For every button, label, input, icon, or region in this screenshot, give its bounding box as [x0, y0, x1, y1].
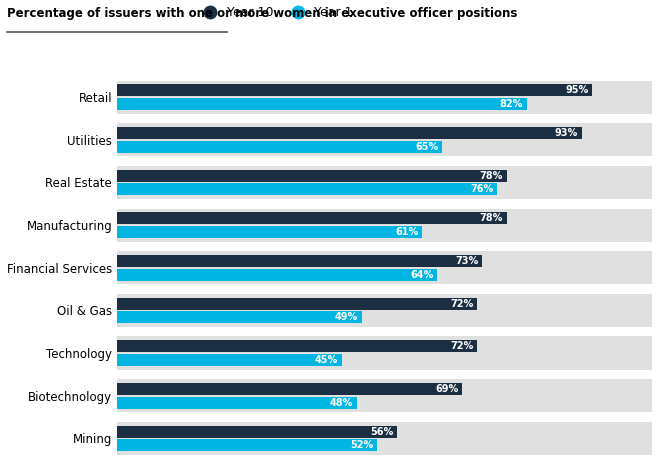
Bar	[117, 379, 652, 412]
Text: 72%: 72%	[450, 341, 473, 351]
Bar	[117, 354, 342, 366]
Text: 45%: 45%	[315, 355, 338, 365]
Bar	[117, 251, 652, 284]
Bar	[117, 183, 497, 195]
Text: 78%: 78%	[480, 213, 503, 223]
Text: 93%: 93%	[555, 128, 578, 138]
Text: 49%: 49%	[335, 312, 358, 322]
Bar	[117, 255, 482, 267]
Bar	[117, 340, 477, 352]
Bar	[117, 439, 377, 451]
Bar	[117, 123, 652, 156]
Bar	[117, 298, 477, 310]
Text: 56%: 56%	[370, 427, 393, 437]
Bar	[117, 170, 507, 182]
Text: 65%: 65%	[415, 142, 438, 152]
Text: 73%: 73%	[455, 256, 478, 266]
Legend: Year 10, Year 1: Year 10, Year 1	[193, 1, 358, 25]
Bar	[117, 81, 652, 114]
Bar	[117, 166, 652, 199]
Bar	[117, 269, 438, 281]
Text: 95%: 95%	[565, 85, 588, 95]
Bar	[117, 141, 442, 153]
Text: Percentage of issuers with one or more women in executive officer positions: Percentage of issuers with one or more w…	[7, 7, 517, 20]
Bar	[117, 311, 362, 323]
Bar	[117, 84, 592, 96]
Text: 72%: 72%	[450, 299, 473, 309]
Text: 52%: 52%	[350, 440, 373, 450]
Bar	[117, 98, 527, 110]
Bar	[117, 383, 462, 395]
Bar	[117, 212, 507, 224]
Bar	[117, 422, 652, 455]
Bar	[117, 397, 357, 409]
Bar	[117, 337, 652, 370]
Text: 76%: 76%	[470, 184, 493, 194]
Text: 69%: 69%	[435, 384, 458, 394]
Bar	[117, 127, 582, 139]
Bar	[117, 294, 652, 327]
Bar	[117, 209, 652, 242]
Bar	[117, 226, 422, 238]
Text: 61%: 61%	[395, 227, 418, 237]
Text: 48%: 48%	[330, 398, 353, 408]
Text: 82%: 82%	[500, 99, 523, 109]
Bar	[117, 426, 397, 438]
Text: 78%: 78%	[480, 171, 503, 181]
Text: 64%: 64%	[410, 270, 434, 280]
